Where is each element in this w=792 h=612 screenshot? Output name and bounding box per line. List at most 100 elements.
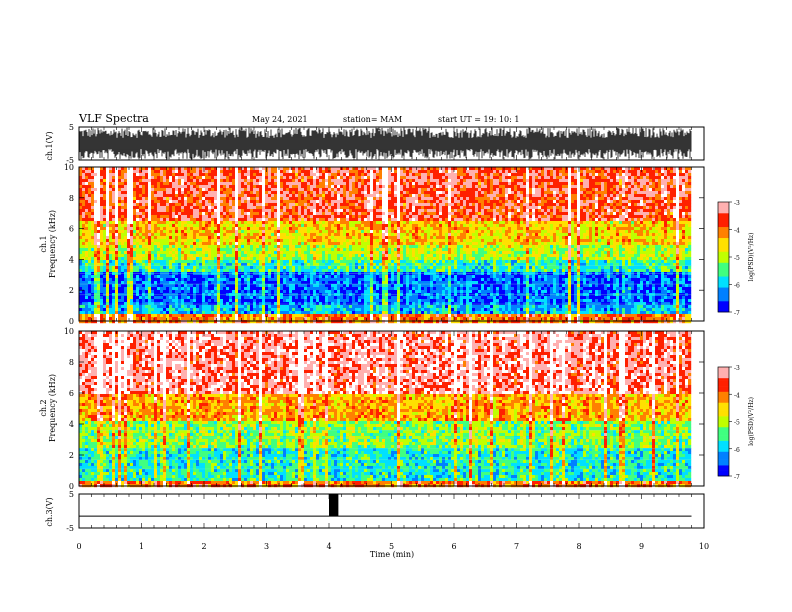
- colorbar-step: [718, 205, 729, 208]
- ch1-waveform-ylabel: ch.1(V): [45, 131, 54, 160]
- colorbar-step: [718, 257, 729, 260]
- y-tick-label: 4: [69, 420, 74, 429]
- colorbar-tick-label: -6: [734, 283, 740, 290]
- start-time-label: start UT = 19: 10: 1: [438, 115, 519, 124]
- ch2-spectrogram-ylabel: ch.2 Frequency (kHz): [39, 374, 57, 442]
- x-tick-label: 0: [76, 542, 81, 551]
- colorbar-tick-label: -5: [734, 420, 740, 427]
- x-tick-label: 6: [451, 542, 456, 551]
- colorbar-step: [718, 405, 729, 408]
- colorbar-step: [718, 219, 729, 222]
- y-tick-label: -5: [66, 524, 74, 533]
- colorbar-step: [718, 252, 729, 255]
- colorbar-step: [718, 411, 729, 414]
- y-axis-label-line: Frequency (kHz): [48, 374, 57, 442]
- y-tick-label: 10: [64, 327, 74, 336]
- colorbar-step: [718, 378, 729, 381]
- colorbar-step: [718, 298, 729, 301]
- colorbar-step: [718, 402, 729, 405]
- colorbar-step: [718, 227, 729, 230]
- colorbar-step: [718, 216, 729, 219]
- y-tick-label: 10: [64, 163, 74, 172]
- y-tick-label: 0: [69, 317, 74, 326]
- colorbar-step: [718, 471, 729, 474]
- colorbar-step: [718, 307, 729, 310]
- colorbar-tick-label: -3: [734, 200, 740, 207]
- y-axis-label-line: Frequency (kHz): [48, 210, 57, 278]
- x-tick-label: 7: [514, 542, 519, 551]
- colorbar-step: [718, 232, 729, 235]
- colorbar-step: [718, 285, 729, 288]
- colorbar-step: [718, 293, 729, 296]
- colorbar-step: [718, 394, 729, 397]
- x-tick-label: 1: [139, 542, 144, 551]
- ch3-waveform-panel: 5 -5: [66, 490, 704, 533]
- colorbar-step: [718, 386, 729, 389]
- colorbar-step: [718, 241, 729, 244]
- colorbar-step: [718, 238, 729, 241]
- colorbar-step: [718, 276, 729, 279]
- ch1-spectrogram-cells: [79, 167, 691, 323]
- colorbar-step: [718, 287, 729, 290]
- colorbar-tick-label: -6: [734, 447, 740, 454]
- colorbar-tick-label: -7: [734, 310, 740, 317]
- colorbar-step: [718, 451, 729, 454]
- colorbar-tick-label: -3: [734, 365, 740, 372]
- colorbar-step: [718, 462, 729, 465]
- x-axis-label: Time (min): [370, 550, 414, 559]
- colorbar-label: log(PSD)(V²/Hz): [748, 397, 755, 446]
- figure-title: VLF Spectra: [78, 112, 149, 125]
- colorbar-step: [718, 430, 729, 433]
- colorbar-step: [718, 213, 729, 216]
- colorbar-label: log(PSD)(V²/Hz): [748, 233, 755, 282]
- colorbar-step: [718, 392, 729, 395]
- colorbar-step: [718, 424, 729, 427]
- colorbar-step: [718, 375, 729, 378]
- x-axis-ticks: 0 1 2 3 4 5 6 7 8 9 10: [76, 542, 709, 551]
- colorbar-step: [718, 268, 729, 271]
- y-tick-label: 2: [69, 286, 74, 295]
- colorbar-step: [718, 413, 729, 416]
- colorbar-step: [718, 208, 729, 211]
- colorbar-step: [718, 372, 729, 375]
- colorbar-step: [718, 465, 729, 468]
- colorbar-step: [718, 260, 729, 263]
- colorbar-step: [718, 265, 729, 268]
- y-tick-label: 5: [69, 490, 74, 499]
- ch3-pulse: [329, 494, 338, 516]
- y-tick-label: 6: [69, 389, 74, 398]
- colorbar-step: [718, 249, 729, 252]
- colorbar-step: [718, 443, 729, 446]
- colorbar-step: [718, 224, 729, 227]
- colorbar-step: [718, 449, 729, 452]
- colorbar-step: [718, 441, 729, 444]
- y-axis-label-line: ch.1: [39, 235, 48, 252]
- colorbar-step: [718, 282, 729, 285]
- y-tick-label: 6: [69, 225, 74, 234]
- colorbar-step: [718, 454, 729, 457]
- colorbar-step: [718, 235, 729, 238]
- ch1-waveform-trace: [80, 128, 691, 160]
- colorbar-step: [718, 243, 729, 246]
- colorbar-step: [718, 383, 729, 386]
- x-tick-label: 9: [639, 542, 644, 551]
- colorbar-step: [718, 290, 729, 293]
- colorbar-step: [718, 432, 729, 435]
- colorbar-step: [718, 230, 729, 233]
- y-tick-label: 4: [69, 255, 74, 264]
- colorbar-tick-label: -4: [734, 228, 740, 235]
- ch3-waveform-frame: [79, 494, 704, 528]
- y-tick-label: 2: [69, 451, 74, 460]
- colorbar-step: [718, 279, 729, 282]
- x-tick-label: 4: [326, 542, 331, 551]
- x-tick-label: 8: [576, 542, 581, 551]
- ch1-spectrogram-ylabel: ch.1 Frequency (kHz): [39, 210, 57, 278]
- colorbar-step: [718, 397, 729, 400]
- colorbar-step: [718, 296, 729, 299]
- colorbar-step: [718, 419, 729, 422]
- colorbar-tick-label: -7: [734, 474, 740, 481]
